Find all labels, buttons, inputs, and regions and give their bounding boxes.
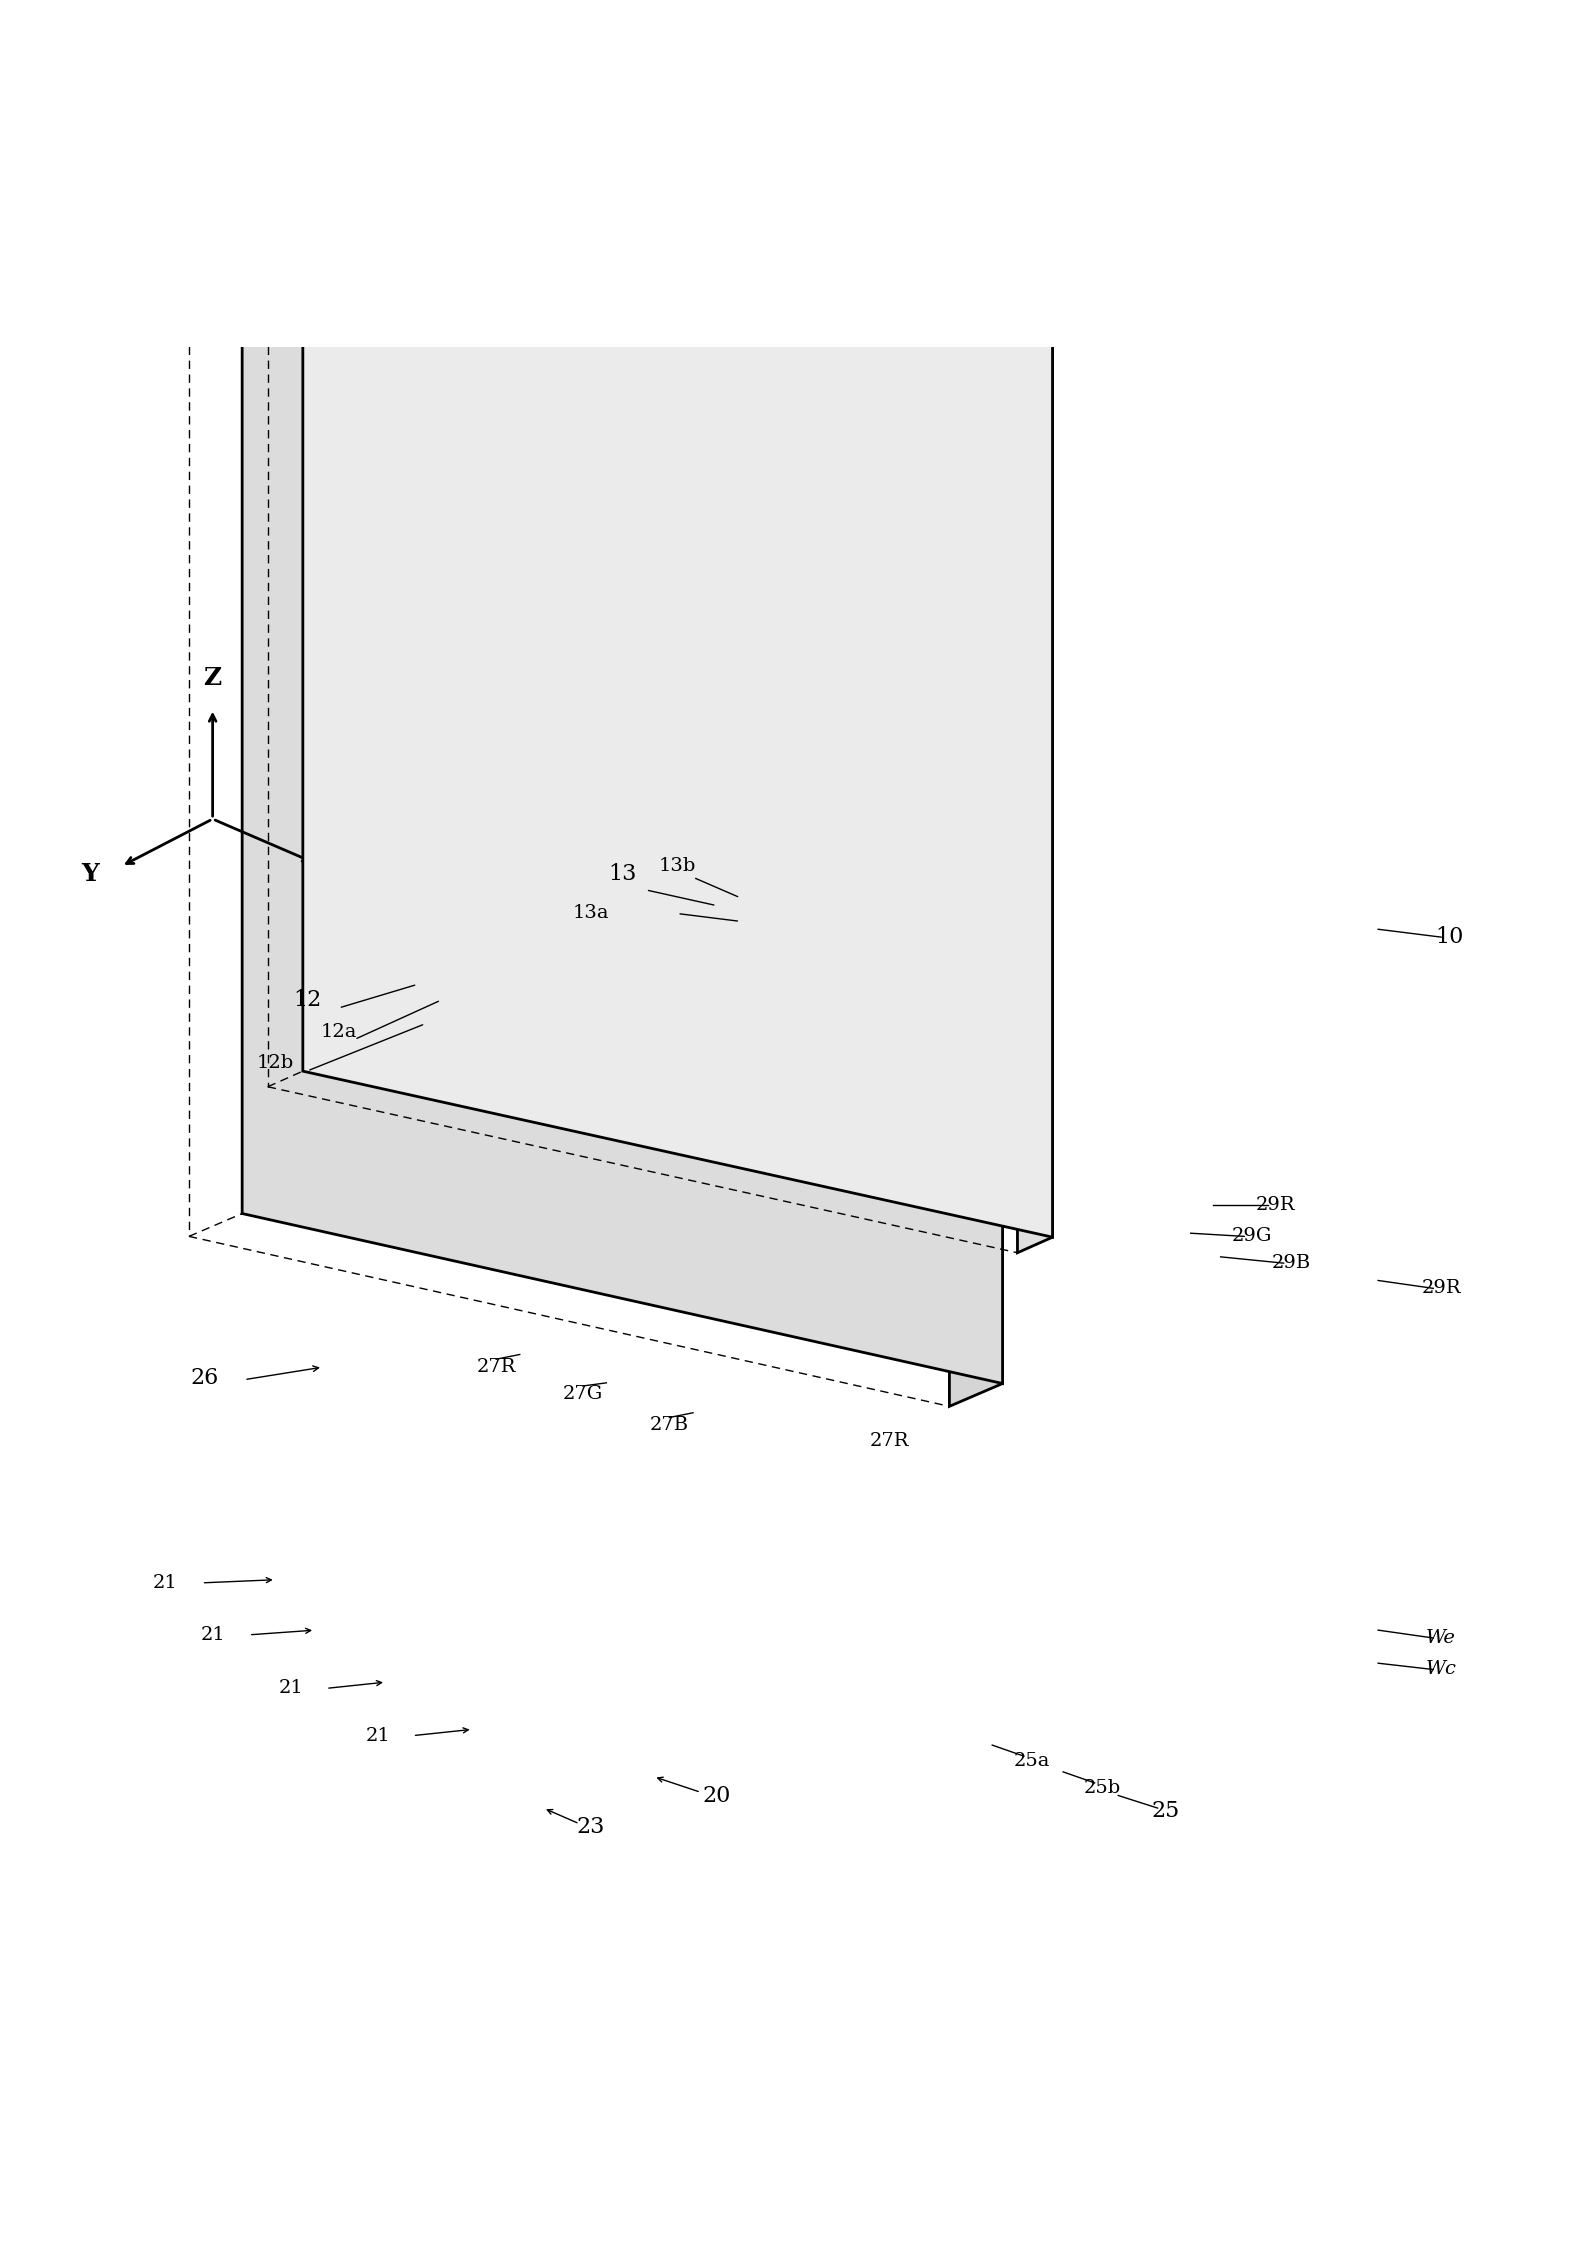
Text: 21: 21 — [200, 1626, 225, 1644]
Text: 27R: 27R — [476, 1359, 517, 1377]
Text: 29G: 29G — [1232, 1227, 1273, 1245]
Text: 21: 21 — [365, 1726, 391, 1744]
Polygon shape — [243, 0, 1003, 1383]
Text: 26: 26 — [191, 1368, 219, 1388]
Text: 13a: 13a — [572, 905, 610, 923]
Text: Y: Y — [80, 862, 99, 887]
Text: 25b: 25b — [1084, 1778, 1121, 1796]
Text: Z: Z — [203, 667, 222, 689]
Text: 13b: 13b — [658, 857, 696, 875]
Text: 25a: 25a — [1013, 1751, 1051, 1769]
Text: 25: 25 — [1151, 1801, 1180, 1821]
Text: 27G: 27G — [562, 1386, 603, 1404]
Text: 21: 21 — [279, 1678, 304, 1696]
Text: 23: 23 — [576, 1817, 605, 1837]
Polygon shape — [302, 0, 1052, 1236]
Text: 27B: 27B — [650, 1418, 688, 1433]
Text: 27R: 27R — [869, 1431, 910, 1449]
Text: 29R: 29R — [1421, 1279, 1462, 1297]
Polygon shape — [1017, 0, 1052, 1252]
Text: We: We — [1427, 1628, 1455, 1647]
Text: 13: 13 — [608, 864, 636, 885]
Text: FIG. 1: FIG. 1 — [726, 390, 849, 424]
Text: X: X — [332, 860, 351, 882]
Text: Wc: Wc — [1425, 1660, 1457, 1678]
Text: 12b: 12b — [257, 1055, 295, 1073]
Text: 29R: 29R — [1255, 1195, 1296, 1213]
Text: 20: 20 — [702, 1785, 731, 1808]
Polygon shape — [950, 0, 1003, 1406]
Text: 12a: 12a — [320, 1023, 358, 1041]
Text: 29B: 29B — [1273, 1254, 1310, 1272]
Text: 21: 21 — [153, 1574, 178, 1592]
Text: 10: 10 — [1435, 925, 1463, 948]
Text: 12: 12 — [293, 989, 321, 1012]
